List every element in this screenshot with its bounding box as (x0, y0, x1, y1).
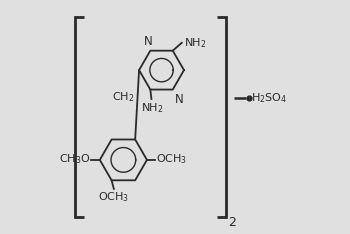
Text: N: N (175, 93, 184, 106)
Text: NH$_2$: NH$_2$ (183, 36, 206, 50)
Text: NH$_2$: NH$_2$ (141, 101, 164, 115)
Text: CH$_2$: CH$_2$ (112, 90, 135, 104)
Text: H$_2$SO$_4$: H$_2$SO$_4$ (251, 91, 287, 105)
Text: N: N (144, 35, 153, 48)
Text: OCH$_3$: OCH$_3$ (156, 153, 187, 166)
Text: CH$_3$O: CH$_3$O (58, 153, 90, 166)
Text: OCH$_3$: OCH$_3$ (98, 190, 130, 204)
Text: 2: 2 (228, 216, 236, 229)
